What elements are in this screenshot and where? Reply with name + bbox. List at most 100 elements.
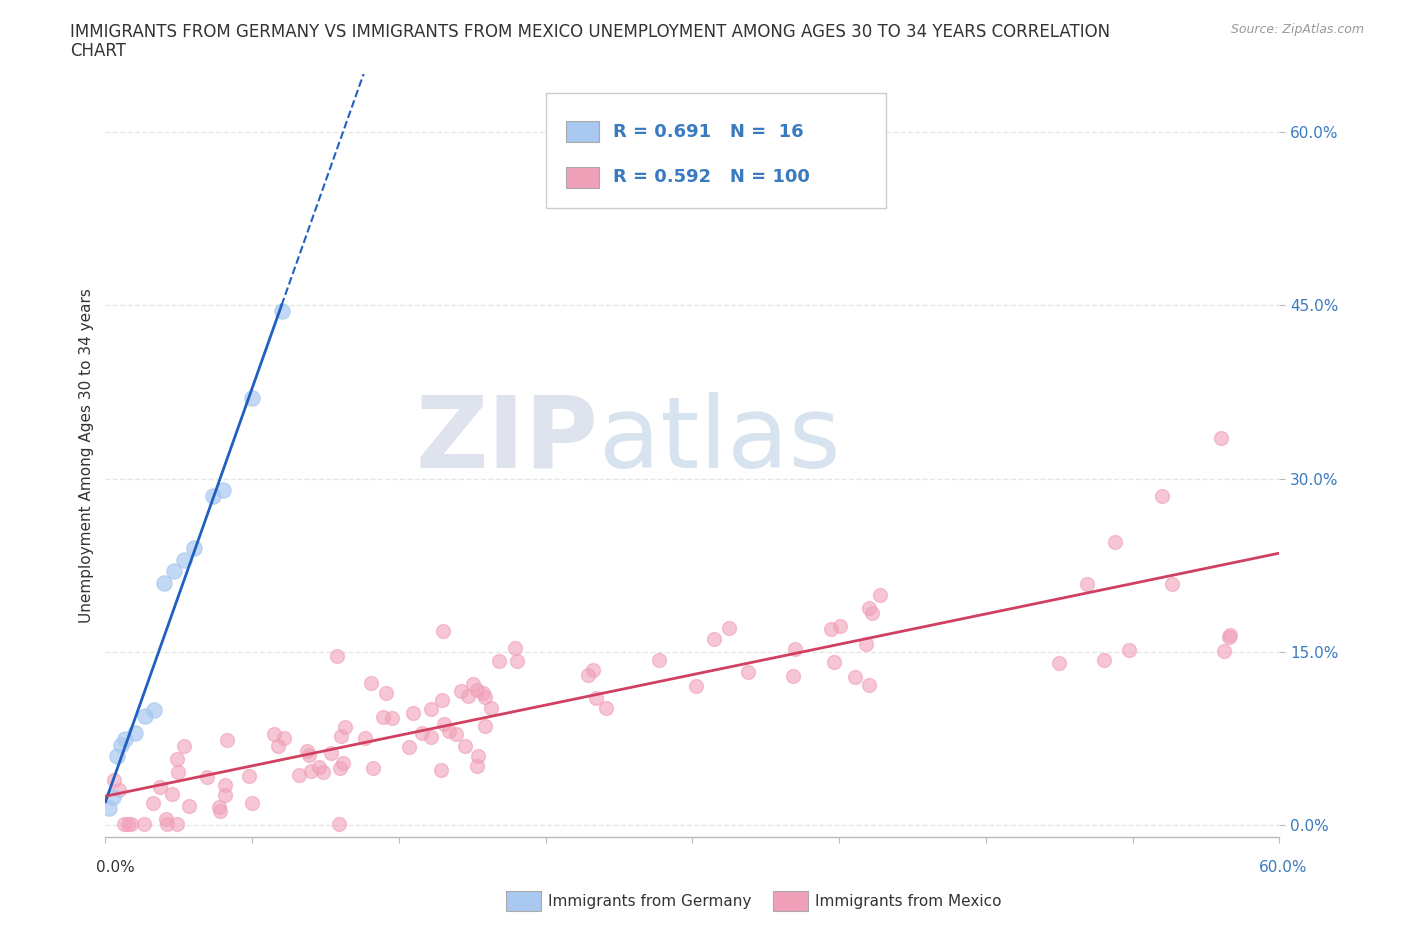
Point bbox=[177, 799, 200, 814]
Text: atlas: atlas bbox=[599, 392, 841, 489]
Point bbox=[820, 621, 842, 636]
Point bbox=[1213, 644, 1236, 658]
Point bbox=[295, 743, 318, 758]
Point bbox=[703, 632, 725, 647]
Point bbox=[450, 684, 472, 698]
Point bbox=[1219, 628, 1241, 643]
Point bbox=[411, 725, 433, 740]
Point bbox=[298, 748, 321, 763]
Point bbox=[166, 817, 188, 831]
Point bbox=[110, 737, 132, 752]
Point bbox=[685, 679, 707, 694]
Point bbox=[308, 759, 330, 774]
Point bbox=[153, 576, 176, 591]
Point bbox=[288, 767, 311, 782]
Point bbox=[142, 795, 165, 810]
Point bbox=[595, 700, 617, 715]
Point bbox=[457, 689, 479, 704]
Point bbox=[329, 761, 352, 776]
Point bbox=[488, 654, 510, 669]
Point bbox=[430, 693, 453, 708]
Point bbox=[375, 685, 398, 700]
Point bbox=[467, 759, 489, 774]
Point bbox=[858, 678, 880, 693]
Point bbox=[467, 749, 489, 764]
Point bbox=[329, 728, 352, 743]
Point bbox=[506, 654, 529, 669]
Text: Immigrants from Germany: Immigrants from Germany bbox=[548, 894, 752, 909]
Point bbox=[217, 732, 239, 747]
Point bbox=[454, 738, 477, 753]
Point bbox=[124, 725, 146, 740]
Point bbox=[155, 812, 177, 827]
Point bbox=[214, 777, 236, 792]
Point bbox=[1160, 577, 1182, 591]
Point bbox=[120, 817, 142, 831]
Point bbox=[195, 769, 218, 784]
Point bbox=[208, 800, 231, 815]
Point bbox=[108, 783, 131, 798]
Point bbox=[98, 801, 121, 816]
Point bbox=[263, 726, 285, 741]
Point bbox=[1047, 656, 1070, 671]
Point bbox=[105, 749, 128, 764]
Point bbox=[503, 640, 526, 655]
Point bbox=[1209, 431, 1232, 445]
Point bbox=[828, 618, 851, 633]
Text: Immigrants from Mexico: Immigrants from Mexico bbox=[815, 894, 1002, 909]
Point bbox=[163, 564, 186, 578]
Point bbox=[328, 817, 350, 831]
FancyBboxPatch shape bbox=[565, 121, 599, 142]
Point bbox=[361, 760, 384, 775]
Point bbox=[208, 804, 231, 818]
Point bbox=[429, 763, 451, 777]
Point bbox=[149, 779, 172, 794]
Point bbox=[1118, 642, 1140, 657]
Y-axis label: Unemployment Among Ages 30 to 34 years: Unemployment Among Ages 30 to 34 years bbox=[79, 288, 94, 623]
Point bbox=[166, 764, 188, 779]
Point bbox=[273, 730, 295, 745]
Point bbox=[823, 655, 845, 670]
Point bbox=[173, 739, 195, 754]
Point bbox=[299, 764, 322, 779]
Point bbox=[332, 756, 354, 771]
Text: R = 0.592   N = 100: R = 0.592 N = 100 bbox=[613, 168, 810, 186]
Point bbox=[585, 690, 607, 705]
Point bbox=[582, 663, 605, 678]
Point bbox=[433, 717, 456, 732]
Point bbox=[782, 669, 804, 684]
Point bbox=[353, 730, 375, 745]
Point bbox=[474, 719, 496, 734]
Point bbox=[398, 739, 420, 754]
Point bbox=[474, 689, 496, 704]
Point bbox=[420, 730, 443, 745]
Point bbox=[648, 652, 671, 667]
Point bbox=[717, 620, 740, 635]
Point bbox=[240, 391, 263, 405]
Point bbox=[117, 817, 139, 831]
Point bbox=[437, 724, 460, 738]
Point bbox=[1076, 577, 1098, 591]
Point bbox=[155, 817, 177, 831]
Point bbox=[855, 637, 877, 652]
Point bbox=[783, 642, 806, 657]
Point bbox=[134, 709, 156, 724]
Point bbox=[858, 601, 880, 616]
Point bbox=[173, 552, 195, 567]
Point bbox=[737, 665, 759, 680]
Point bbox=[479, 701, 502, 716]
Point bbox=[1152, 488, 1174, 503]
Point bbox=[183, 540, 205, 555]
Point bbox=[270, 304, 292, 319]
Point bbox=[166, 752, 188, 767]
Point bbox=[211, 483, 233, 498]
Point bbox=[132, 817, 155, 831]
Point bbox=[267, 738, 290, 753]
Point bbox=[360, 676, 382, 691]
Point bbox=[444, 726, 467, 741]
Point bbox=[321, 745, 343, 760]
Point bbox=[143, 702, 166, 717]
Point bbox=[1104, 535, 1126, 550]
Point bbox=[472, 685, 495, 700]
Point bbox=[240, 795, 263, 810]
